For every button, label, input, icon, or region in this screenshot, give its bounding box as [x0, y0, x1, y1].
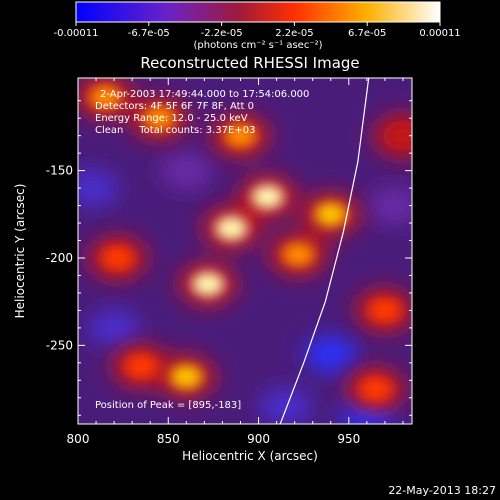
colorbar-tick-label: -6.7e-05	[128, 28, 170, 39]
colorbar-units: (photons cm⁻² s⁻¹ asec⁻²)	[193, 40, 322, 51]
heatmap-dark-region	[259, 388, 312, 424]
heatmap-dark-region	[78, 170, 119, 207]
heatmap-bright-core	[191, 272, 224, 297]
y-tick-label: -150	[46, 164, 73, 178]
heatmap-dark-region	[367, 187, 412, 224]
solar-limb-line	[279, 78, 370, 424]
heatmap-dark-region	[88, 309, 141, 346]
heatmap-bright-core	[125, 354, 158, 379]
x-tick-label: 850	[157, 432, 180, 446]
x-tick-label: 900	[247, 432, 270, 446]
y-axis-label: Heliocentric Y (arcsec)	[13, 184, 27, 319]
heatmap-bright-core	[101, 245, 134, 270]
heatmap-bright-core	[251, 184, 284, 209]
heatmap-bright-core	[359, 377, 392, 402]
colorbar	[75, 1, 441, 23]
annotation-peak-position: Position of Peak = [895,-183]	[95, 400, 241, 411]
heatmap-bright-core	[224, 123, 257, 148]
plot-frame	[77, 77, 413, 425]
x-axis-label: Heliocentric X (arcsec)	[182, 449, 318, 463]
heatmap-bright-core	[386, 123, 412, 148]
colorbar-ticks: -0.00011 -6.7e-05 -2.2e-05 2.2e-05 6.7e-05 0.…	[54, 22, 461, 39]
footer-timestamp: 22-May-2013 18:27	[388, 484, 496, 497]
heatmap-bright-core	[170, 364, 203, 389]
colorbar-tick-label: 6.7e-05	[348, 28, 386, 39]
heatmap-bright-core	[89, 85, 122, 110]
heatmap-bright-core	[215, 216, 248, 241]
heatmap-bright-core	[314, 202, 347, 227]
annotation-energy-range: Energy Range: 12.0 - 25.0 keV	[95, 113, 248, 124]
y-tick-label: -250	[46, 338, 73, 352]
chart-title: Reconstructed RHESSI Image	[140, 54, 359, 72]
colorbar-tick-label: -2.2e-05	[201, 28, 243, 39]
heatmap-dark-region	[304, 336, 357, 373]
axis-ticks: 800 850 900 950 -150 -200 -250	[46, 78, 412, 446]
annotation-time-range: 2-Apr-2003 17:49:44.000 to 17:54:06.000	[100, 89, 309, 100]
x-tick-label: 950	[337, 432, 360, 446]
colorbar-tick-label: -0.00011	[54, 28, 99, 39]
heatmap-bright-core	[282, 242, 315, 267]
heatmap-dark-region	[160, 152, 213, 189]
heatmap-bright-core	[143, 106, 176, 131]
colorbar-tick-label: 0.00011	[419, 28, 460, 39]
x-tick-label: 800	[67, 432, 90, 446]
heatmap-bright-core	[368, 298, 401, 323]
annotation-detectors: Detectors: 4F 5F 6F 7F 8F, Att 0	[95, 101, 254, 112]
y-tick-label: -200	[46, 251, 73, 265]
colorbar-tick-label: 2.2e-05	[275, 28, 313, 39]
annotation-counts: Clean Total counts: 3.37E+03	[95, 125, 255, 136]
heatmap-image	[78, 78, 412, 424]
